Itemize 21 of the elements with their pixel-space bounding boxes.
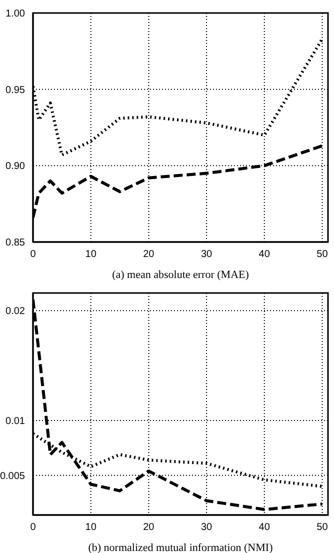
y-tick-label: 0.02: [6, 306, 26, 318]
y-tick-label: 1.00: [6, 8, 26, 20]
y-tick-label: 0.95: [6, 84, 26, 96]
x-tick-label: 10: [85, 249, 97, 260]
x-axis-title: (b) normalized mutual information (NMI): [88, 542, 274, 553]
x-tick-label: 50: [316, 249, 328, 260]
x-axis-title: (a) mean absolute error (MAE): [112, 269, 250, 281]
x-tick-label: 40: [258, 522, 270, 534]
y-tick-label: 0.85: [6, 238, 26, 249]
x-tick-label: 40: [258, 249, 270, 260]
y-tick-label: 0.90: [6, 161, 26, 172]
x-tick-label: 30: [200, 249, 213, 260]
x-tick-label: 0: [30, 522, 36, 534]
x-tick-label: 50: [316, 522, 328, 534]
x-tick-label: 30: [200, 522, 213, 534]
y-tick-label: 0.005: [0, 470, 26, 482]
x-tick-label: 0: [30, 249, 36, 260]
x-tick-label: 20: [143, 522, 155, 534]
y-tick-label: 0.01: [6, 416, 26, 428]
x-tick-label: 20: [143, 249, 155, 260]
x-tick-label: 10: [85, 522, 97, 534]
